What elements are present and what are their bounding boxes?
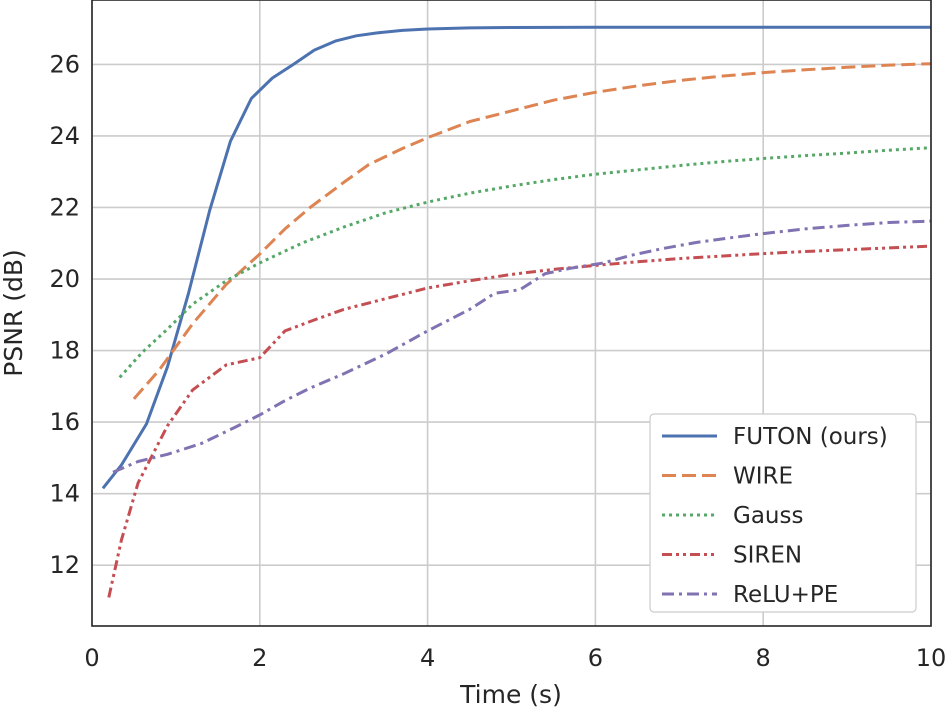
legend-label-relu-pe: ReLU+PE	[733, 582, 838, 608]
plot-frame	[91, 0, 932, 627]
series-line-wire	[132, 62, 932, 400]
x-tick-label: 8	[756, 644, 771, 672]
x-tick-label: 2	[252, 644, 267, 672]
legend-box	[649, 413, 917, 613]
y-tick-label: 20	[49, 265, 80, 293]
series-line-relu-pe	[112, 219, 932, 474]
legend-label-gauss: Gauss	[733, 503, 803, 529]
legend-label-siren: SIREN	[733, 543, 802, 569]
series-line-futon-ours	[101, 25, 931, 490]
grid	[91, 0, 932, 626]
series-layer	[101, 25, 932, 598]
x-tick-labels: 0 2 4 6 8 10	[84, 644, 946, 672]
legend-label-futon-ours: FUTON (ours)	[733, 424, 888, 450]
legend-label-wire: WIRE	[733, 464, 793, 490]
y-tick-label: 24	[49, 122, 80, 150]
series-line-siren	[107, 244, 932, 598]
y-axis-label: PSNR (dB)	[0, 249, 28, 377]
legend: FUTON (ours) WIRE Gauss SIREN ReLU+PE	[649, 413, 917, 613]
x-tick-label: 0	[84, 644, 99, 672]
y-tick-label: 12	[49, 551, 80, 579]
y-tick-labels: 12 14 16 18 20 22 24 26	[49, 50, 80, 579]
x-tick-label: 4	[420, 644, 435, 672]
y-tick-label: 16	[49, 408, 80, 436]
x-tick-label: 10	[916, 644, 947, 672]
y-tick-label: 22	[49, 193, 80, 221]
y-tick-label: 18	[49, 337, 80, 365]
x-tick-label: 6	[588, 644, 603, 672]
y-tick-label: 14	[49, 480, 80, 508]
series-line-gauss	[118, 146, 932, 379]
x-axis-label: Time (s)	[459, 680, 562, 709]
y-tick-label: 26	[49, 50, 80, 78]
